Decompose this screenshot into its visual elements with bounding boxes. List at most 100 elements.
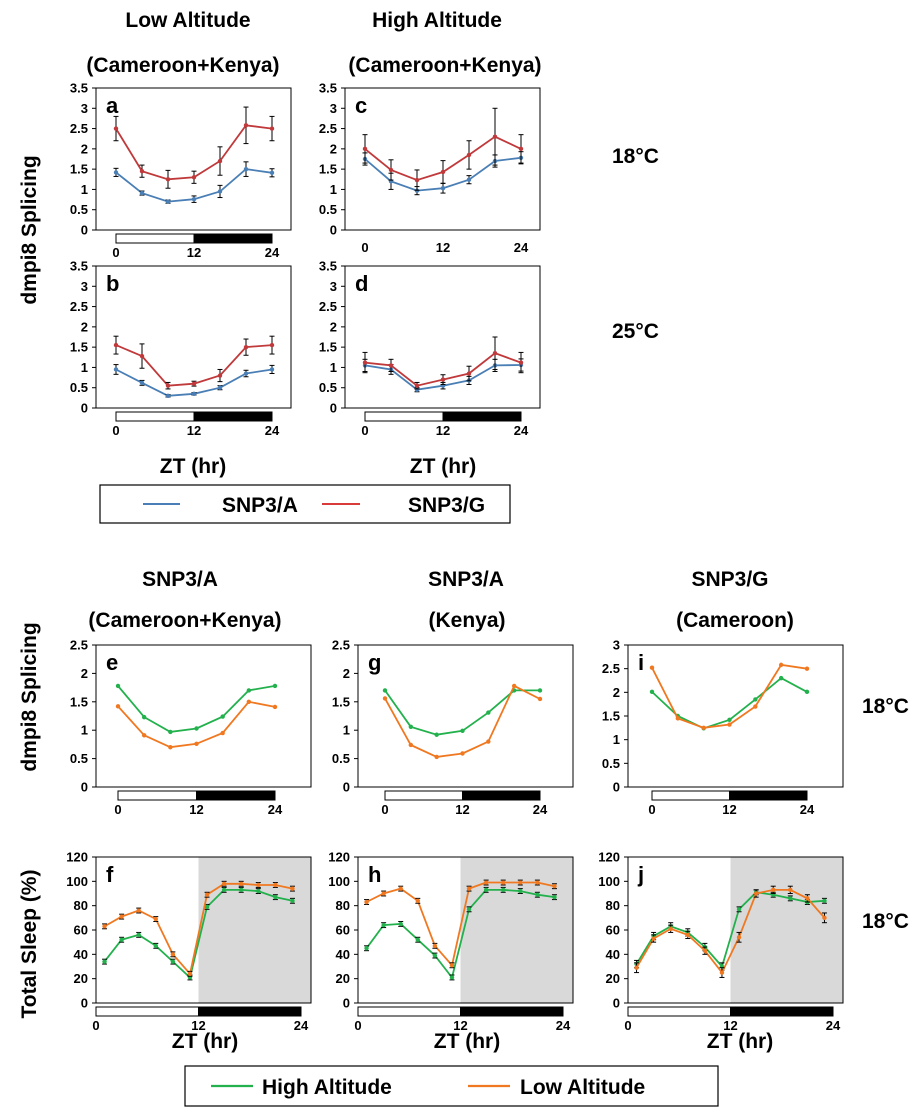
panel-g: 0 0.5 1 1.5 2 2.5 0 12 24 g	[332, 638, 574, 817]
data-point-j-low-11	[822, 915, 827, 921]
data-point-i-low-0	[649, 665, 655, 670]
data-point-c-snp3g-2	[414, 177, 420, 183]
ytick-label-j-6: 120	[598, 850, 620, 865]
data-point-f-high-11	[290, 898, 295, 903]
ytick-label-a-1: 0.5	[70, 202, 88, 217]
data-point-g-low-4	[486, 739, 491, 744]
ytick-label-i-0: 0	[613, 780, 620, 795]
header-high-altitude-line2: (Cameroon+Kenya)	[348, 54, 541, 77]
xtick-label-e-0: 0	[114, 802, 121, 817]
data-point-a-snp3a-5	[243, 166, 249, 172]
ytick-label-i-1: 0.5	[602, 756, 620, 771]
series-line-j-low	[635, 889, 826, 975]
temp-bottom-row1: 18°C	[862, 695, 909, 718]
data-point-e-low-5	[246, 699, 252, 704]
data-point-g-high-1	[408, 724, 414, 729]
ytick-label-h-2: 40	[336, 947, 350, 962]
data-point-f-high-8	[239, 887, 244, 893]
data-point-c-snp3a-3	[440, 186, 446, 191]
ytick-label-h-6: 120	[328, 850, 350, 865]
ytick-label-h-1: 20	[336, 971, 350, 986]
ytick-label-j-2: 40	[606, 947, 620, 962]
panel-i: 0 0.5 1 1.5 2 2.5 3 0 12 24 i	[602, 638, 844, 817]
light-phase-bar-e	[117, 790, 197, 801]
ytick-label-h-5: 100	[328, 874, 350, 889]
xtick-label-j-1: 12	[723, 1018, 737, 1033]
data-point-b-snp3a-6	[269, 367, 275, 372]
light-phase-bar-d	[364, 411, 444, 422]
ytick-label-h-0: 0	[343, 996, 350, 1011]
data-point-h-low-8	[501, 880, 506, 885]
data-point-h-high-11	[552, 894, 557, 900]
ytick-label-f-6: 120	[66, 850, 88, 865]
ytick-label-i-4: 2	[613, 685, 620, 700]
data-point-f-low-8	[239, 881, 244, 886]
data-point-e-low-6	[272, 704, 278, 710]
ytick-label-c-6: 3	[330, 101, 337, 116]
ytick-label-c-4: 2	[330, 141, 337, 156]
data-point-g-low-2	[434, 754, 439, 760]
data-point-f-low-2	[136, 908, 141, 913]
panel-h: 0 20 40 60 80 100 120 0 12 24 h	[328, 850, 574, 1033]
xtick-label-c-1: 12	[436, 240, 450, 255]
data-point-e-high-3	[194, 726, 199, 731]
data-point-d-snp3g-3	[440, 377, 446, 382]
xtick-label-c-2: 24	[514, 240, 529, 255]
ytick-label-f-4: 80	[74, 898, 88, 913]
data-point-j-low-4	[702, 948, 708, 953]
data-point-f-high-0	[102, 959, 107, 964]
xtick-label-i-1: 12	[722, 802, 736, 817]
ytick-label-a-6: 3	[81, 101, 88, 116]
series-line-b-snp3g	[115, 344, 273, 387]
legend-snp3g-label: SNP3/G	[408, 494, 485, 517]
ytick-label-f-5: 100	[66, 874, 88, 889]
data-point-j-low-1	[651, 936, 656, 941]
data-point-i-low-1	[675, 716, 681, 721]
ytick-label-b-0: 0	[81, 401, 88, 416]
data-point-e-high-5	[246, 688, 252, 693]
dark-phase-bar-b	[193, 411, 273, 422]
data-point-b-snp3a-3	[191, 391, 197, 396]
data-point-a-snp3g-6	[269, 126, 275, 131]
ytick-label-d-5: 2.5	[319, 299, 337, 314]
xlabel-bottom-middle: ZT (hr)	[434, 1030, 500, 1053]
legend-bottom-frame	[184, 1065, 719, 1107]
data-point-a-snp3a-1	[139, 190, 145, 196]
data-point-h-low-3	[415, 898, 420, 903]
xtick-label-h-2: 24	[556, 1018, 571, 1033]
data-point-f-low-11	[290, 886, 295, 891]
ytick-label-e-2: 1	[81, 723, 88, 738]
ytick-label-h-4: 80	[336, 898, 350, 913]
dark-phase-bar-d	[442, 411, 522, 422]
data-point-g-low-6	[537, 696, 543, 702]
panel-b: 0 0.5 1 1.5 2 2.5 3 3.5 0 12 24 b	[70, 259, 292, 438]
data-point-a-snp3g-4	[217, 158, 223, 164]
data-point-b-snp3g-3	[191, 381, 197, 386]
panel-letter-e: e	[106, 650, 118, 675]
dark-phase-bar-h	[460, 1006, 564, 1017]
header-snp3a-kenya-line2: (Kenya)	[428, 609, 505, 632]
data-point-d-snp3g-6	[518, 360, 524, 365]
xtick-label-a-0: 0	[112, 245, 119, 260]
data-point-f-high-2	[136, 932, 141, 938]
legend-top: SNP3/A SNP3/G	[99, 484, 511, 524]
data-point-a-snp3a-3	[191, 196, 197, 202]
dark-phase-bar-i	[729, 790, 808, 801]
data-point-g-high-4	[486, 710, 491, 715]
ytick-label-d-6: 3	[330, 279, 337, 294]
panel-letter-j: j	[637, 862, 644, 887]
data-point-h-high-6	[466, 907, 472, 912]
data-point-h-high-9	[518, 888, 523, 894]
dark-phase-shading-j	[730, 857, 843, 1003]
light-phase-bar-j	[627, 1006, 731, 1017]
data-point-a-snp3a-0	[113, 170, 119, 175]
panel-letter-h: h	[368, 862, 381, 887]
xlabel-bottom-left: ZT (hr)	[172, 1030, 238, 1053]
xtick-label-b-0: 0	[112, 423, 119, 438]
xtick-label-a-2: 24	[265, 245, 280, 260]
data-point-a-snp3a-4	[217, 189, 223, 194]
dark-phase-bar-f	[198, 1006, 302, 1017]
data-point-e-high-4	[220, 714, 225, 719]
light-phase-bar-i	[651, 790, 730, 801]
ylabel-bottom-sleep: Total Sleep (%)	[18, 870, 41, 1019]
